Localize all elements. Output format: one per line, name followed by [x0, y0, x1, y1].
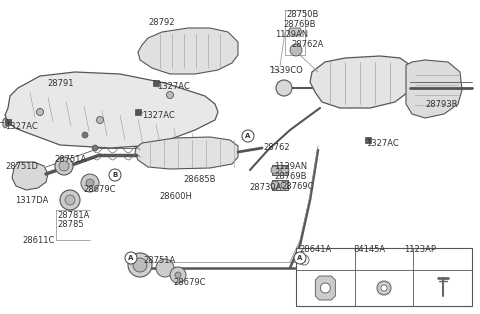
Circle shape [156, 259, 174, 277]
Circle shape [65, 195, 75, 205]
Text: 28751A: 28751A [143, 256, 175, 265]
Polygon shape [12, 162, 48, 190]
Circle shape [276, 80, 292, 96]
Text: 28600H: 28600H [159, 192, 192, 201]
Circle shape [109, 169, 121, 181]
Text: 28781A: 28781A [57, 211, 89, 220]
Text: 1129AN: 1129AN [274, 162, 307, 171]
Text: B: B [112, 172, 118, 178]
Circle shape [82, 132, 88, 138]
Text: 28751D: 28751D [5, 162, 38, 171]
Polygon shape [406, 60, 462, 118]
Polygon shape [138, 28, 238, 74]
Text: 1317DA: 1317DA [15, 196, 48, 205]
Text: 1327AC: 1327AC [5, 122, 38, 131]
Circle shape [60, 190, 80, 210]
Text: 1327AC: 1327AC [366, 139, 399, 148]
Circle shape [175, 272, 181, 278]
Bar [296, 248, 472, 306]
Polygon shape [5, 72, 218, 148]
Circle shape [271, 181, 279, 189]
Text: A: A [297, 255, 303, 261]
Circle shape [320, 283, 330, 293]
Circle shape [59, 161, 69, 171]
Circle shape [133, 258, 147, 272]
Circle shape [294, 252, 306, 264]
Polygon shape [310, 56, 412, 108]
Text: 28750B: 28750B [286, 10, 318, 19]
Bar [135, 109, 141, 115]
Text: 28679C: 28679C [83, 185, 116, 194]
Circle shape [55, 157, 73, 175]
Circle shape [81, 174, 99, 192]
Circle shape [96, 116, 104, 123]
Circle shape [128, 253, 152, 277]
Circle shape [290, 44, 302, 56]
Text: 28793R: 28793R [425, 100, 457, 109]
Text: 28730A: 28730A [249, 183, 281, 192]
Text: 1129AN: 1129AN [275, 30, 308, 39]
Polygon shape [288, 28, 302, 36]
Circle shape [167, 91, 173, 99]
Text: 28791: 28791 [47, 79, 73, 88]
Bar [272, 165, 288, 175]
Circle shape [242, 130, 254, 142]
Text: 1123AP: 1123AP [404, 245, 436, 254]
Bar [5, 119, 11, 125]
Text: 28769B: 28769B [274, 172, 307, 181]
Text: 28769B: 28769B [283, 20, 315, 29]
Text: A: A [302, 257, 306, 263]
Circle shape [92, 145, 98, 151]
Bar [365, 137, 371, 143]
Polygon shape [3, 118, 8, 128]
Circle shape [36, 109, 44, 116]
Text: 28641A: 28641A [300, 245, 332, 254]
Bar [153, 80, 159, 86]
Text: 28751A: 28751A [54, 155, 86, 164]
Circle shape [86, 179, 94, 187]
Text: 28769C: 28769C [281, 182, 313, 191]
Circle shape [299, 255, 309, 265]
Text: 28762A: 28762A [291, 40, 324, 49]
Circle shape [377, 281, 391, 295]
Polygon shape [315, 276, 336, 300]
Text: 28685B: 28685B [183, 175, 216, 184]
Circle shape [381, 285, 387, 291]
Circle shape [281, 181, 289, 189]
Text: 28785: 28785 [57, 220, 84, 229]
Text: 28679C: 28679C [173, 278, 205, 287]
Text: 1339CO: 1339CO [269, 66, 303, 75]
Text: 1327AC: 1327AC [157, 82, 190, 91]
Bar [272, 180, 288, 190]
Text: 84145A: 84145A [353, 245, 385, 254]
Circle shape [271, 166, 279, 174]
Circle shape [281, 166, 289, 174]
Circle shape [125, 252, 137, 264]
Text: A: A [128, 255, 134, 261]
Circle shape [170, 267, 186, 283]
Text: 28792: 28792 [148, 18, 175, 27]
Text: A: A [245, 133, 251, 139]
Text: 28762: 28762 [263, 143, 289, 152]
Text: 1327AC: 1327AC [142, 111, 175, 120]
Polygon shape [135, 137, 238, 169]
Text: 28611C: 28611C [22, 236, 54, 245]
